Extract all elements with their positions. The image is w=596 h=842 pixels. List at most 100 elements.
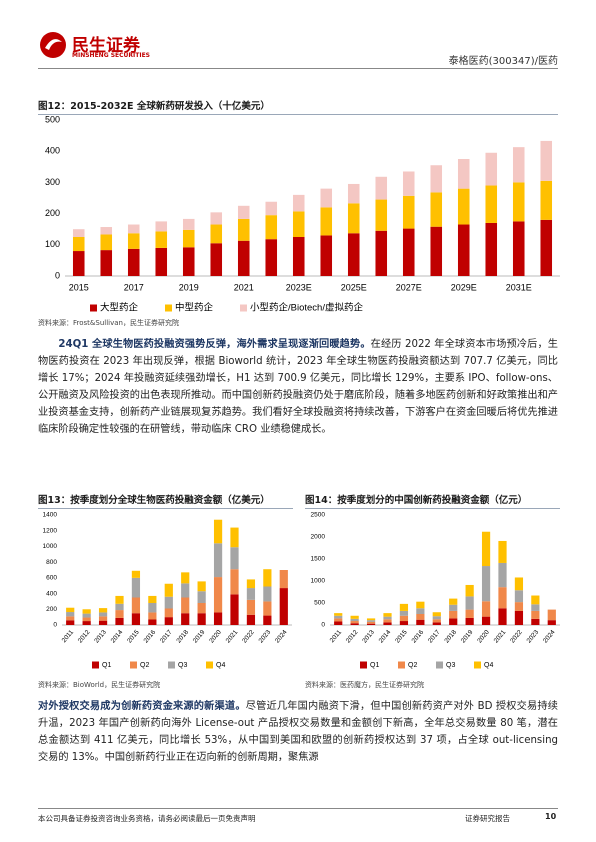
bar-segment	[197, 603, 206, 614]
bar-segment	[347, 203, 360, 234]
source: 资料来源：医药魔方，民生证券研究院	[305, 681, 424, 689]
bar-segment	[432, 616, 441, 620]
x-tick-label: 2018	[175, 629, 190, 645]
bar-segment	[263, 586, 272, 602]
y-tick-label: 0	[53, 622, 57, 629]
bar-segment	[155, 221, 168, 232]
bar-segment	[498, 608, 507, 625]
y-tick-label: 1000	[311, 578, 326, 585]
bar-segment	[547, 620, 556, 625]
figure-title: 图14：按季度划分的中国创新药投融资金额（亿元）	[305, 492, 560, 509]
y-tick-label: 1200	[43, 527, 58, 534]
bar-segment	[181, 597, 190, 614]
bar-segment	[366, 621, 376, 624]
bar-segment	[320, 207, 333, 236]
bar-segment	[279, 570, 288, 589]
bar-segment	[263, 601, 272, 616]
bar-segment	[416, 614, 425, 620]
bar-segment	[66, 607, 75, 613]
x-tick-label: 2014	[378, 629, 393, 645]
bar-segment	[265, 201, 278, 216]
bar-segment	[481, 616, 491, 625]
bar-segment	[457, 188, 470, 225]
y-tick-label: 1400	[43, 512, 58, 519]
bar-segment	[334, 615, 343, 619]
bar-segment	[465, 609, 474, 618]
x-tick-label: 2024	[542, 629, 557, 645]
legend-label: 小型药企/Biotech/虚拟药企	[250, 302, 363, 314]
x-tick-label: 2020	[476, 629, 491, 645]
legend-swatch	[130, 661, 137, 669]
x-tick-label: 2015	[69, 282, 89, 292]
bar-segment	[531, 618, 540, 625]
legend-swatch	[360, 661, 367, 669]
bar-segment	[334, 621, 343, 625]
x-tick-label: 2016	[411, 629, 426, 645]
bar-segment	[430, 165, 443, 193]
bar-segment	[416, 601, 425, 609]
bar-segment	[230, 547, 239, 570]
bar-segment	[210, 224, 223, 244]
y-tick-label: 2500	[311, 512, 326, 519]
bar-segment	[98, 608, 108, 613]
x-tick-label: 2019	[192, 629, 207, 645]
lead: 24Q1 全球生物医药投融资强势反弹，海外需求呈现逐渐回暖趋势。	[58, 339, 371, 350]
bar-segment	[182, 229, 195, 248]
x-tick-label: 2021	[234, 282, 254, 292]
y-tick-label: 0	[321, 622, 325, 629]
bar-segment	[432, 622, 441, 625]
figure-title: 图12：2015-2032E 全球新药研发投入（十亿美元）	[38, 98, 558, 115]
bar-segment	[127, 224, 140, 234]
bar-segment	[98, 620, 108, 625]
bar-segment	[148, 595, 157, 603]
bar-segment	[481, 601, 491, 617]
paragraph: 对外授权交易成为创新药资金来源的新渠道。尽管近几年国内融资下滑，但中国创新药资产…	[38, 698, 558, 766]
bar-segment	[115, 610, 124, 618]
legend-swatch	[90, 304, 97, 312]
bar-segment	[230, 527, 239, 548]
bar-segment	[246, 599, 256, 615]
bar-segment	[292, 237, 305, 276]
y-tick-label: 800	[46, 559, 57, 566]
x-tick-label: 2025E	[341, 282, 367, 292]
bar-segment	[213, 612, 223, 625]
bar-segment	[127, 233, 140, 249]
x-tick-label: 2017	[124, 282, 144, 292]
y-tick-label: 400	[45, 146, 60, 156]
bar-segment	[350, 621, 359, 624]
x-tick-label: 2018	[443, 629, 458, 645]
bar-segment	[547, 609, 556, 621]
bar-segment	[197, 581, 206, 592]
bar-segment	[402, 195, 415, 229]
bar-segment	[350, 615, 359, 619]
footer-rule	[38, 808, 558, 809]
bar-segment	[375, 230, 388, 276]
bar-segment	[98, 612, 108, 617]
x-tick-label: 2011	[61, 629, 76, 645]
bar-segment	[100, 234, 113, 251]
y-tick-label: 0	[55, 270, 60, 280]
bar-segment	[155, 231, 168, 248]
figure-title: 图13：按季度划分全球生物医药投融资金额（亿美元）	[38, 492, 293, 509]
bar-segment	[265, 215, 278, 240]
x-tick-label: 2027E	[396, 282, 422, 292]
bar-segment	[531, 604, 540, 611]
bar-segment	[350, 623, 359, 625]
page-number: 10	[545, 812, 557, 821]
y-tick-label: 300	[45, 177, 60, 187]
y-tick-label: 500	[314, 600, 325, 607]
bar-segment	[115, 617, 124, 625]
bar-segment	[449, 598, 458, 605]
legend-label: Q3	[446, 662, 455, 669]
y-tick-label: 200	[45, 208, 60, 218]
bar-segment	[181, 613, 190, 625]
bar-segment	[512, 147, 525, 183]
logo-icon	[40, 32, 66, 58]
bar-segment	[292, 194, 305, 212]
bar-segment	[82, 621, 91, 625]
bar-segment	[514, 577, 524, 591]
bar-segment	[131, 570, 141, 578]
x-tick-label: 2023	[258, 629, 273, 645]
